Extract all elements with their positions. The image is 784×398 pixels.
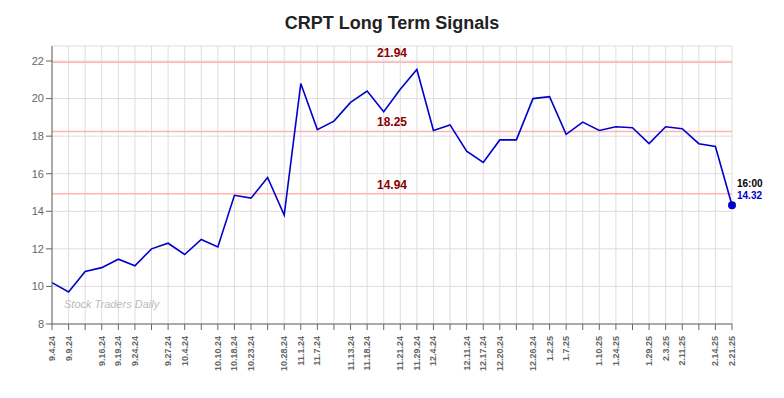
svg-text:11.7.24: 11.7.24 [312, 336, 322, 366]
svg-text:10.10.24: 10.10.24 [213, 336, 223, 371]
svg-text:2.14.25: 2.14.25 [710, 336, 720, 366]
svg-text:16:00: 16:00 [737, 178, 763, 189]
svg-text:12: 12 [32, 243, 44, 255]
svg-text:10.28.24: 10.28.24 [279, 336, 289, 371]
svg-text:18.25: 18.25 [377, 115, 407, 129]
svg-text:1.10.25: 1.10.25 [594, 336, 604, 366]
svg-text:11.29.24: 11.29.24 [412, 336, 422, 371]
svg-text:11.13.24: 11.13.24 [346, 336, 356, 371]
svg-text:10: 10 [32, 280, 44, 292]
svg-text:2.3.25: 2.3.25 [661, 336, 671, 361]
svg-text:10.23.24: 10.23.24 [246, 336, 256, 371]
svg-text:14.32: 14.32 [737, 190, 762, 201]
svg-text:11.18.24: 11.18.24 [362, 336, 372, 371]
svg-text:1.29.25: 1.29.25 [644, 336, 654, 366]
svg-text:8: 8 [38, 318, 44, 330]
svg-text:11.21.24: 11.21.24 [395, 336, 405, 371]
svg-text:10.18.24: 10.18.24 [229, 336, 239, 371]
svg-text:16: 16 [32, 168, 44, 180]
svg-text:9.9.24: 9.9.24 [64, 336, 74, 361]
svg-text:22: 22 [32, 55, 44, 67]
svg-text:9.24.24: 9.24.24 [130, 336, 140, 366]
svg-text:2.11.25: 2.11.25 [677, 336, 687, 366]
svg-text:12.4.24: 12.4.24 [428, 336, 438, 366]
svg-text:2.21.25: 2.21.25 [727, 336, 737, 366]
svg-text:21.94: 21.94 [377, 46, 407, 60]
html-text:CRPT Long Term Signals: CRPT Long Term Signals [284, 13, 500, 33]
svg-text:9.16.24: 9.16.24 [97, 336, 107, 366]
svg-text:18: 18 [32, 130, 44, 142]
svg-text:10.4.24: 10.4.24 [180, 336, 190, 366]
svg-text:20: 20 [32, 92, 44, 104]
svg-text:12.26.24: 12.26.24 [528, 336, 538, 371]
svg-text:9.4.24: 9.4.24 [47, 336, 57, 361]
svg-text:12.11.24: 12.11.24 [462, 336, 472, 371]
svg-text:1.24.25: 1.24.25 [611, 336, 621, 366]
svg-text:1.2.25: 1.2.25 [545, 336, 555, 361]
svg-text:14.94: 14.94 [377, 178, 407, 192]
svg-text:12.17.24: 12.17.24 [478, 336, 488, 371]
html-text:Stock Traders Daily: Stock Traders Daily [64, 298, 160, 310]
svg-text:14: 14 [32, 205, 44, 217]
svg-text:1.7.25: 1.7.25 [561, 336, 571, 361]
svg-text:9.19.24: 9.19.24 [113, 336, 123, 366]
svg-text:12.20.24: 12.20.24 [495, 336, 505, 371]
svg-text:9.27.24: 9.27.24 [163, 336, 173, 366]
svg-text:11.1.24: 11.1.24 [296, 336, 306, 366]
